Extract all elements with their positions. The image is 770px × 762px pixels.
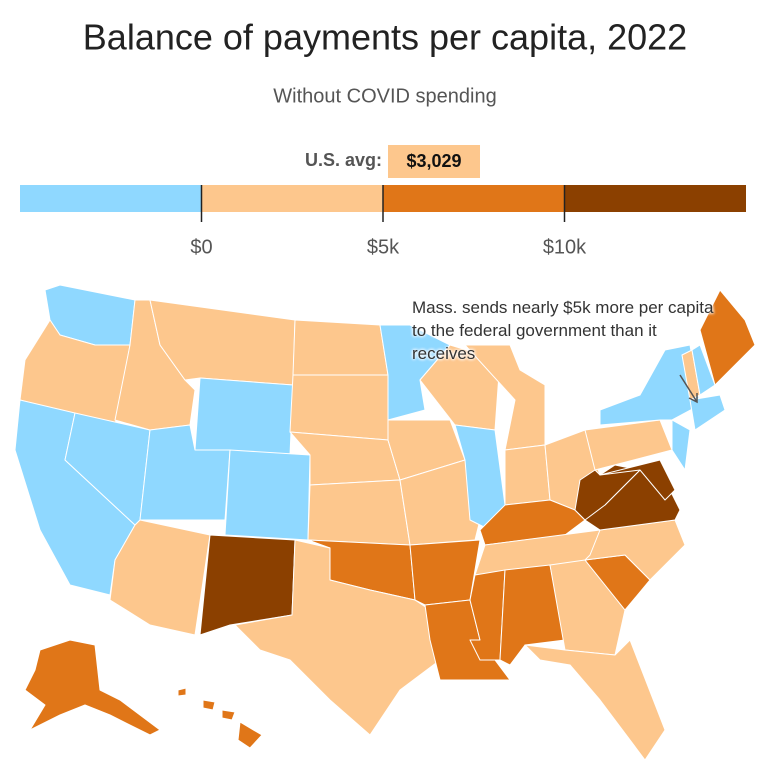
legend-tick-label: $5k (367, 236, 400, 258)
state (671, 419, 691, 471)
annotation-arrowhead (688, 393, 698, 404)
state (379, 324, 451, 421)
legend-bin (383, 185, 565, 212)
average-box (388, 145, 480, 178)
state (292, 319, 389, 376)
state (202, 699, 216, 711)
annotation: Mass. sends nearly $5k more per capita t… (412, 298, 714, 363)
state (24, 639, 161, 736)
title: Balance of payments per capita, 2022 (83, 17, 687, 58)
legend-bin (201, 185, 383, 212)
annotation-arrow (679, 374, 698, 403)
state (194, 377, 294, 456)
legend-label: U.S. avg: (305, 150, 382, 170)
state (224, 449, 311, 541)
state (177, 687, 187, 697)
state (689, 394, 726, 431)
state (464, 344, 546, 451)
state (221, 709, 236, 721)
state (289, 374, 389, 441)
state (419, 344, 501, 431)
state (307, 479, 411, 546)
state (409, 539, 481, 606)
state (237, 721, 263, 749)
state (584, 519, 686, 581)
legend-bin (564, 185, 746, 212)
state (599, 459, 676, 501)
state (549, 559, 626, 656)
state (504, 444, 551, 506)
state (469, 569, 506, 661)
state (524, 639, 666, 761)
legend-tick-label: $10k (543, 236, 587, 258)
legend-scale: $0 $5k $10k (20, 185, 746, 258)
states (14, 284, 756, 761)
subtitle: Without COVID spending (273, 85, 496, 107)
legend-tick-label: $0 (190, 236, 212, 258)
legend-bin (20, 185, 202, 212)
average-value: $3,029 (406, 151, 461, 171)
state (109, 519, 211, 636)
state (399, 459, 481, 546)
state (234, 539, 441, 736)
state (699, 289, 756, 386)
